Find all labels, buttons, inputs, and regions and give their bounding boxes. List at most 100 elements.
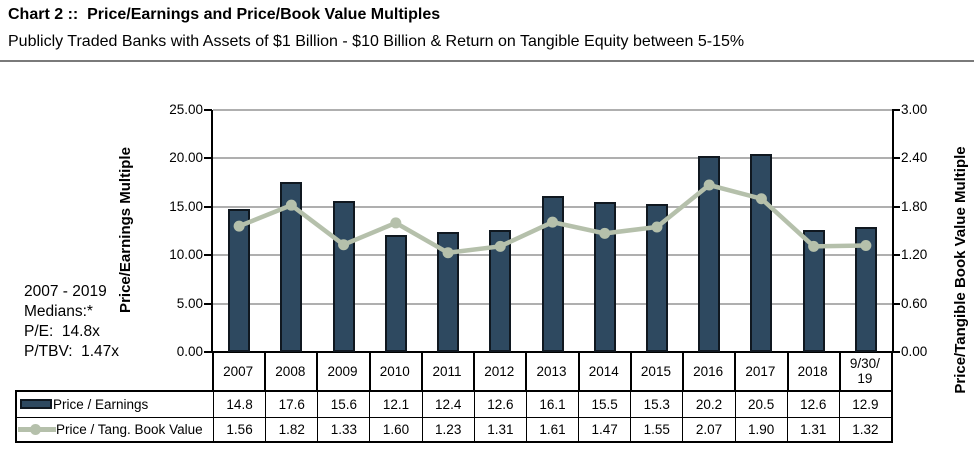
bar-2008: [280, 181, 303, 352]
year-cell-border: [420, 352, 423, 392]
bar-2018: [802, 230, 825, 352]
medians-note-line: P/E: 14.8x: [24, 323, 100, 340]
right-axis-tick: [892, 351, 900, 353]
year-cell-border: [786, 352, 789, 392]
header-divider: [0, 60, 974, 62]
year-cell-border: [891, 352, 893, 392]
x-axis-label-2014: 2014: [588, 363, 619, 379]
x-axis-label-row: 2007 2008 2009 2010 2011 2012 2013 2014 2015 2016…: [212, 352, 893, 392]
left-axis-tick-label: 15.00: [169, 198, 203, 214]
table-value-cell: 12.4: [421, 392, 474, 417]
x-axis-label-2017: 2017: [745, 363, 776, 379]
table-value-cell: 1.55: [630, 416, 683, 441]
year-cell-border: [682, 352, 685, 392]
line-marker-2015: [651, 221, 663, 233]
plot-gridline: [213, 109, 892, 111]
right-axis-tick-label: 0.00: [901, 344, 928, 359]
left-axis-tick-label: 20.00: [169, 150, 203, 166]
table-value-cell: 1.61: [525, 416, 579, 441]
year-cell-border: [577, 352, 580, 392]
year-cell-border: [212, 352, 214, 392]
medians-note: 2007 - 2019 Medians:* P/E: 14.8x P/TBV: …: [24, 282, 119, 362]
right-axis-line: [892, 110, 894, 352]
table-value-cell: 20.2: [682, 392, 734, 417]
left-axis-tick-label: 25.00: [169, 102, 203, 117]
right-axis-tick-label: 1.20: [901, 247, 928, 263]
line-marker-2008: [285, 199, 297, 211]
table-value-cell: 12.1: [369, 392, 421, 417]
left-axis-tick: [204, 205, 212, 208]
chart-subtitle: Publicly Traded Banks with Assets of $1 …: [8, 33, 745, 50]
table-value-cell: 16.1: [525, 392, 578, 417]
line-swatch-icon: [18, 423, 56, 436]
line-marker-2016: [703, 179, 715, 191]
bar-2011: [437, 231, 460, 352]
bar-2012: [489, 230, 512, 352]
bar-swatch-icon: [20, 399, 52, 410]
table-value-cell: 1.31: [786, 416, 839, 441]
line-marker-2009: [338, 239, 350, 251]
left-axis-title: Price/Earnings Multiple: [117, 147, 134, 313]
bar-series-layer: [213, 110, 892, 352]
bar-2010: [384, 234, 407, 352]
medians-note-line: P/TBV: 1.47x: [24, 343, 120, 360]
year-cell-border: [525, 352, 528, 392]
x-axis-label-9/30/19: 9/30/ 19: [849, 356, 880, 386]
medians-note-line: Medians:*: [24, 303, 93, 320]
year-cell-border: [734, 352, 737, 392]
legend-item-price-tbv: Price / Tang. Book Value: [17, 416, 213, 442]
right-axis-tick: [892, 109, 900, 111]
table-value-cell: 12.6: [786, 392, 839, 417]
left-axis-tick: [204, 157, 212, 160]
x-axis-label-2016: 2016: [693, 363, 724, 379]
year-cell-border: [838, 352, 841, 392]
right-axis-tick-label: 2.40: [901, 150, 928, 166]
bar-2015: [645, 203, 668, 352]
table-value-cell: 1.56: [213, 416, 266, 441]
line-series-layer: [213, 110, 892, 352]
left-axis-tick: [204, 254, 212, 257]
left-axis-tick: [204, 109, 212, 111]
line-marker-2017: [755, 193, 767, 205]
x-axis-label-2018: 2018: [797, 363, 828, 379]
table-value-cell: 1.60: [369, 416, 422, 441]
x-axis-line: [211, 351, 894, 353]
bar-2016: [698, 156, 721, 352]
line-marker-2010: [390, 217, 402, 229]
table-value-cell: 15.3: [630, 392, 682, 417]
table-value-cell: 1.32: [838, 416, 891, 441]
plot-gridline: [213, 157, 892, 160]
line-marker-2013: [547, 216, 558, 228]
table-value-cell: 12.6: [473, 392, 526, 417]
table-value-cell: 20.5: [734, 392, 787, 417]
right-axis-tick-label: 1.80: [901, 198, 928, 214]
right-axis-tick: [892, 157, 900, 160]
right-axis-tick: [892, 205, 900, 208]
bar-2013: [541, 196, 564, 352]
left-axis-tick-label: 10.00: [169, 247, 203, 263]
right-axis-tick-label: 0.60: [901, 295, 928, 311]
left-axis-tick-label: 5.00: [176, 295, 203, 311]
left-axis-tick: [204, 351, 212, 353]
x-axis-label-2009: 2009: [327, 363, 358, 379]
table-value-cell: 12.9: [838, 392, 891, 417]
year-cell-border: [264, 352, 267, 392]
tbv-line-svg: [233, 179, 872, 259]
right-axis-tick: [892, 302, 900, 305]
table-value-cell: 1.82: [265, 416, 318, 441]
x-axis-label-2011: 2011: [432, 363, 462, 379]
line-marker-2014: [599, 227, 611, 239]
legend-label: Price / Tang. Book Value: [56, 421, 203, 437]
table-value-cell: 17.6: [265, 392, 317, 417]
table-value-cell: 14.8: [213, 392, 265, 417]
x-axis-label-2008: 2008: [275, 363, 306, 379]
bar-2014: [593, 201, 616, 352]
left-axis-tick-label: 0.00: [176, 344, 203, 359]
x-axis-label-2015: 2015: [640, 363, 671, 379]
bar-2007: [228, 208, 251, 352]
legend-label: Price / Earnings: [53, 396, 149, 412]
table-value-cell: 1.23: [421, 416, 474, 441]
line-marker-2018: [808, 240, 820, 252]
table-value-cell: 15.6: [317, 392, 369, 417]
